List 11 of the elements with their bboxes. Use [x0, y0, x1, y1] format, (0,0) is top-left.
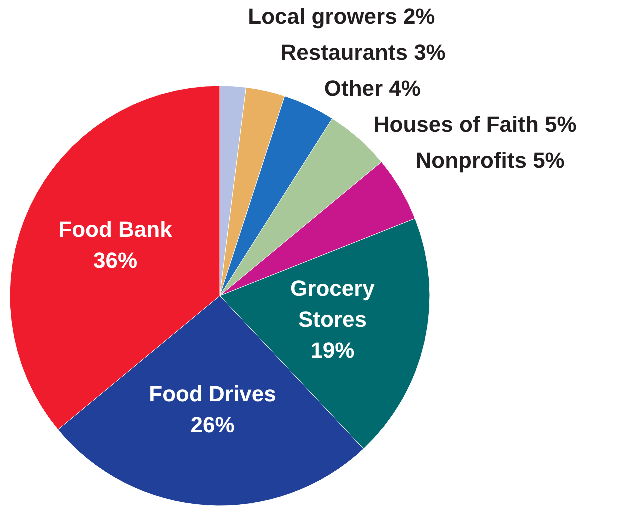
slice-label: Other 4% [324, 76, 422, 101]
slice-label: Food Bank [58, 217, 174, 242]
slice-label: Grocery Stores [290, 276, 376, 332]
data-label: 26% [190, 412, 235, 438]
slice-label: Houses of Faith 5% [374, 112, 577, 137]
data-label: 36% [93, 248, 138, 274]
slice-label: Restaurants 3% [280, 40, 446, 65]
slice-label: Local growers 2% [248, 4, 436, 29]
slice-label: Food Drives [149, 382, 276, 407]
slice-label: Nonprofits 5% [416, 148, 565, 173]
data-label: 19% [310, 338, 355, 364]
